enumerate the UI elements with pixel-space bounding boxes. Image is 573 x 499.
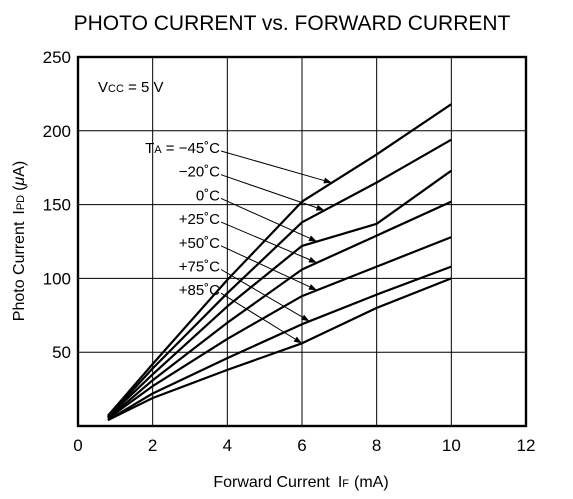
leader-line-5	[220, 269, 303, 318]
plot-frame	[76, 55, 528, 428]
series-label-3: +25˚C	[179, 211, 220, 228]
series-line-3	[107, 200, 452, 420]
y-axis-unit-mu: μ	[11, 177, 28, 187]
grid	[78, 57, 526, 426]
leader-line-1	[220, 174, 318, 209]
leader-line-6	[220, 292, 296, 340]
series-name: −45˚C	[179, 140, 220, 157]
series-line-4	[107, 236, 452, 420]
series-line-1	[107, 138, 452, 418]
y-axis-subscript: PD	[15, 195, 27, 210]
series-name: −20˚C	[179, 164, 220, 181]
series-label-0: TA = −45˚C	[145, 140, 220, 157]
temp-equals: =	[162, 140, 179, 157]
series-labels: TA = −45˚C −20˚C 0˚C +25˚C +50˚C +75˚C +85˚C	[145, 140, 220, 299]
y-axis-unit-rest: A)	[11, 161, 28, 177]
x-tick-label: 8	[372, 436, 381, 455]
leader-line-3	[220, 221, 310, 261]
vcc-value: = 5 V	[124, 79, 164, 96]
series-label-4: +50˚C	[179, 235, 220, 252]
series-line-2	[107, 169, 452, 418]
series-label-6: +85˚C	[179, 282, 220, 299]
y-tick-label: 250	[43, 48, 71, 67]
series-name: +25˚C	[179, 211, 220, 228]
y-tick-label: 50	[52, 343, 71, 362]
x-tick-label: 2	[148, 436, 157, 455]
temp-subscript: A	[154, 144, 162, 156]
series-name: +50˚C	[179, 235, 220, 252]
series-name: 0˚C	[196, 187, 220, 204]
temp-symbol: T	[145, 140, 154, 157]
series-name: +75˚C	[179, 259, 220, 276]
series-label-5: +75˚C	[179, 259, 220, 276]
x-axis-unit: (mA)	[354, 474, 389, 491]
y-tick-label: 200	[43, 122, 71, 141]
leader-line-2	[220, 197, 310, 239]
vcc-subscript: CC	[108, 83, 124, 95]
series-line-5	[107, 265, 452, 422]
x-tick-label: 10	[442, 436, 461, 455]
x-tick-labels: 0 2 4 6 8 10 12	[73, 436, 535, 455]
y-axis-unit-open: (	[11, 185, 28, 191]
vcc-symbol: V	[98, 79, 108, 96]
leader-line-4	[220, 245, 310, 288]
x-tick-label: 6	[297, 436, 306, 455]
leader-arrowhead-1	[315, 204, 325, 211]
y-tick-labels: 50 100 150 200 250	[43, 48, 71, 362]
leader-arrowhead-0	[323, 177, 332, 184]
leader-arrowhead-6	[293, 336, 302, 344]
series-label-1: −20˚C	[179, 164, 220, 181]
x-axis-symbol: I	[338, 474, 342, 491]
leader-arrowhead-3	[308, 256, 317, 263]
leader-arrowhead-5	[301, 314, 310, 322]
leader-arrowhead-4	[308, 284, 317, 291]
x-tick-label: 4	[223, 436, 232, 455]
series-lines	[107, 103, 452, 422]
series-label-2: 0˚C	[196, 187, 220, 204]
leader-line-0	[220, 150, 325, 182]
x-tick-label: 0	[73, 436, 82, 455]
x-axis-label-text: Forward Current	[213, 474, 330, 491]
y-axis-label: Photo Current IPD (μA)	[11, 161, 28, 321]
series-line-6	[107, 277, 452, 422]
leader-arrowhead-2	[308, 235, 317, 242]
chart-title: PHOTO CURRENT vs. FORWARD CURRENT	[74, 12, 511, 35]
x-axis-label: Forward Current IF (mA)	[213, 474, 388, 491]
y-axis-symbol: I	[11, 210, 28, 214]
y-axis-label-text: Photo Current	[11, 221, 28, 321]
x-axis-subscript: F	[342, 478, 349, 490]
x-tick-label: 12	[517, 436, 536, 455]
series-leader-lines	[220, 150, 332, 344]
series-name: +85˚C	[179, 282, 220, 299]
y-tick-label: 100	[43, 269, 71, 288]
y-tick-label: 150	[43, 196, 71, 215]
vcc-annotation: VCC = 5 V	[98, 79, 164, 96]
